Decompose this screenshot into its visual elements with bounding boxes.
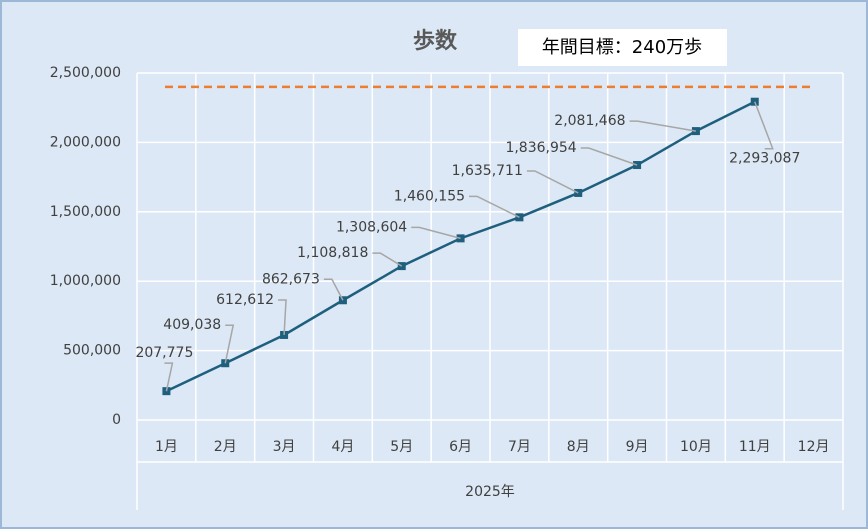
data-label: 1,308,604 [336, 219, 407, 235]
leader-line [164, 362, 174, 392]
x-axis-title: 2025年 [465, 484, 515, 500]
x-tick-label: 10月 [680, 439, 712, 455]
data-label: 1,836,954 [505, 140, 576, 156]
x-tick-label: 5月 [390, 439, 413, 455]
x-tick-label: 4月 [331, 439, 354, 455]
leader-line [278, 299, 287, 336]
leader-line [580, 147, 638, 166]
data-label: 1,108,818 [297, 245, 368, 261]
x-tick-label: 8月 [567, 439, 590, 455]
data-label: 862,673 [262, 271, 320, 287]
leader-line [469, 195, 520, 219]
x-tick-label: 2月 [214, 439, 237, 455]
y-tick-label: 0 [112, 412, 121, 428]
x-tick-label: 11月 [739, 439, 771, 455]
leader-line [754, 101, 774, 150]
y-tick-label: 2,000,000 [50, 134, 121, 150]
y-tick-label: 1,500,000 [50, 204, 121, 220]
x-tick-label: 9月 [626, 439, 649, 455]
leader-line [372, 252, 403, 267]
leader-line [224, 324, 235, 364]
x-tick-label: 12月 [798, 439, 830, 455]
annotation: 年間目標：240万歩 [542, 37, 702, 58]
data-label: 207,775 [135, 345, 193, 361]
annotation-box [518, 29, 727, 66]
leader-line [526, 170, 579, 194]
data-label: 1,635,711 [452, 163, 523, 179]
data-label: 2,081,468 [554, 113, 625, 129]
y-tick-label: 500,000 [63, 343, 121, 359]
data-label: 2,293,087 [729, 151, 800, 167]
data-label: 409,038 [163, 317, 221, 333]
x-tick-label: 6月 [449, 439, 472, 455]
leader-line [323, 278, 344, 301]
data-label: 1,460,155 [394, 188, 465, 204]
y-tick-label: 1,000,000 [50, 273, 121, 289]
chart-title: 歩数 [413, 28, 458, 54]
x-tick-label: 7月 [508, 439, 531, 455]
leader-line [629, 120, 697, 132]
data-label: 612,612 [216, 292, 274, 308]
y-tick-label: 2,500,000 [50, 65, 121, 81]
leader-line [411, 226, 461, 240]
x-tick-label: 1月 [155, 439, 178, 455]
x-tick-label: 3月 [273, 439, 296, 455]
